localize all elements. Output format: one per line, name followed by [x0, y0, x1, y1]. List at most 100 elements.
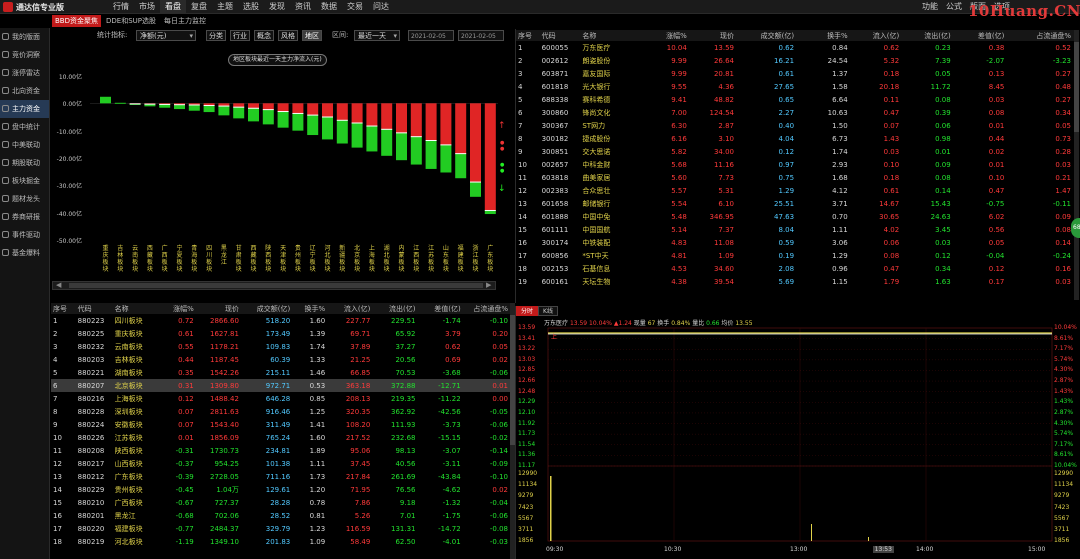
table-row[interactable]: 18 002153 石基信息 4.53 34.60 2.08 0.96 0.47 0.34 0.1… [516, 262, 1074, 275]
region-table-scrollbar[interactable] [510, 303, 515, 559]
menu-item-2[interactable]: 看盘 [160, 0, 186, 14]
column-header[interactable]: 换手% [797, 30, 851, 41]
column-header[interactable]: 差值(亿) [953, 30, 1008, 41]
menu-item-4[interactable]: 主题 [217, 2, 233, 11]
sidebar-item-10[interactable]: 券商研报 [0, 208, 49, 226]
chart-scroll-thumb[interactable] [69, 283, 483, 288]
right-menu-item-3[interactable]: 选项 [994, 2, 1010, 11]
table-row[interactable]: 17 880220 福建板块 -0.77 2484.37 329.79 1.23 116.59… [51, 522, 511, 535]
chart-scrollbar[interactable]: ◀ ▶ [52, 281, 496, 290]
table-row[interactable]: 13 880212 广东板块 -0.39 2728.05 711.16 1.73 217.84… [51, 470, 511, 483]
column-header[interactable]: 现价 [689, 30, 737, 41]
table-row[interactable]: 5 880221 湖南板块 0.35 1542.26 215.11 1.46 66.85 70.… [51, 366, 511, 379]
column-header[interactable]: 换手% [293, 303, 329, 314]
cat-tab-0[interactable]: 分类 [206, 30, 226, 41]
menu-item-9[interactable]: 交易 [347, 2, 363, 11]
column-header[interactable]: 现价 [196, 303, 242, 314]
date-from-input[interactable]: 2021-02-05 [408, 30, 454, 41]
sidebar-item-9[interactable]: 题材龙头 [0, 190, 49, 208]
column-header[interactable]: 序号 [516, 30, 540, 41]
column-header[interactable]: 流出(亿) [373, 303, 419, 314]
stat-select[interactable]: 净额(元) [136, 30, 196, 42]
column-header[interactable]: 流入(亿) [328, 303, 374, 314]
column-header[interactable]: 代码 [539, 30, 581, 41]
column-header[interactable]: 成交额(亿) [737, 30, 798, 41]
menu-item-8[interactable]: 数据 [321, 2, 337, 11]
table-row[interactable]: 6 300860 锋尚文化 7.00 124.54 2.27 10.63 0.47 0.39 0.… [516, 106, 1074, 119]
menu-item-3[interactable]: 复盘 [191, 2, 207, 11]
column-header[interactable]: 流出(亿) [902, 30, 954, 41]
sidebar-item-6[interactable]: 中美联动 [0, 136, 49, 154]
sidebar-item-7[interactable]: 期股联动 [0, 154, 49, 172]
table-row[interactable]: 14 880229 贵州板块 -0.45 1.04万 129.61 1.20 71.95 76.… [51, 483, 511, 496]
table-row[interactable]: 2 002612 朗姿股份 9.99 26.64 16.21 24.54 5.32 7.39 -2… [516, 54, 1074, 67]
period-select[interactable]: 最近一天 [354, 30, 400, 42]
table-row[interactable]: 14 601888 中国中免 5.48 346.95 47.63 0.70 30.65 24.6… [516, 210, 1074, 223]
tab-intraday[interactable]: 分时 [516, 306, 539, 316]
menu-item-5[interactable]: 选股 [243, 2, 259, 11]
table-row[interactable]: 15 880210 广西板块 -0.67 727.37 28.28 0.78 7.86 9.18… [51, 496, 511, 509]
table-row[interactable]: 8 880228 深圳板块 0.07 2811.63 916.46 1.25 320.35 36… [51, 405, 511, 418]
table-row[interactable]: 18 880219 河北板块 -1.19 1349.10 201.83 1.09 58.49 6… [51, 535, 511, 548]
column-header[interactable]: 占流通盘% [1007, 30, 1074, 41]
cat-tab-3[interactable]: 风格 [278, 30, 298, 41]
right-menu-item-1[interactable]: 公式 [946, 2, 962, 11]
column-header[interactable]: 涨幅% [636, 30, 690, 41]
menu-item-7[interactable]: 资讯 [295, 2, 311, 11]
table-row[interactable]: 10 002657 中科金财 5.68 11.16 0.97 2.93 0.10 0.09 0.0… [516, 158, 1074, 171]
menu-item-1[interactable]: 市场 [139, 2, 155, 11]
stock-table-scrollbar[interactable] [1074, 30, 1079, 300]
table-row[interactable]: 5 688338 赛科希德 9.41 48.82 0.65 6.64 0.11 0.08 0.03… [516, 93, 1074, 106]
region-table-scroll-thumb[interactable] [510, 315, 515, 445]
column-header[interactable]: 成交额(亿) [241, 303, 294, 314]
column-header[interactable]: 名称 [112, 303, 160, 314]
table-row[interactable]: 1 880223 四川板块 0.72 2866.60 518.20 1.60 227.77 22… [51, 314, 511, 327]
side-badge[interactable]: 68 [1071, 218, 1080, 238]
table-row[interactable]: 12 002383 合众思壮 5.57 5.31 1.29 4.12 0.61 0.14 0.47… [516, 184, 1074, 197]
table-row[interactable]: 13 601658 邮储银行 5.54 6.10 25.51 3.71 14.67 15.43 -… [516, 197, 1074, 210]
table-row[interactable]: 9 300851 交大思诺 5.82 34.00 0.12 1.74 0.03 0.01 0.02… [516, 145, 1074, 158]
stock-table-scroll-thumb[interactable] [1074, 42, 1079, 132]
table-row[interactable]: 7 300367 ST网力 6.30 2.87 0.40 1.50 0.07 0.06 0.01 0… [516, 119, 1074, 132]
table-row[interactable]: 8 300182 捷成股份 6.16 3.10 4.04 6.73 1.43 0.98 0.44 0… [516, 132, 1074, 145]
sidebar-item-1[interactable]: 竞价洞察 [0, 46, 49, 64]
table-row[interactable]: 4 601818 光大银行 9.55 4.36 27.65 1.58 20.18 11.72 8.… [516, 80, 1074, 93]
menu-item-10[interactable]: 问达 [373, 2, 389, 11]
sub-tab-1[interactable]: DDE和SUP选股 [106, 17, 156, 25]
column-header[interactable]: 序号 [51, 303, 76, 314]
column-header[interactable]: 流入(亿) [850, 30, 903, 41]
column-header[interactable]: 名称 [580, 30, 637, 41]
table-row[interactable]: 12 880217 山西板块 -0.37 954.25 101.38 1.11 37.45 40… [51, 457, 511, 470]
table-row[interactable]: 3 603871 嘉友国际 9.99 20.81 0.61 1.37 0.18 0.05 0.13… [516, 67, 1074, 80]
table-row[interactable]: 10 880226 江苏板块 0.01 1856.09 765.24 1.60 217.52 2… [51, 431, 511, 444]
table-row[interactable]: 16 300174 中铁装配 4.83 11.08 0.59 3.06 0.06 0.03 0.0… [516, 236, 1074, 249]
right-menu-item-2[interactable]: 版面 [970, 2, 986, 11]
column-header[interactable]: 差值(亿) [418, 303, 464, 314]
table-row[interactable]: 15 601111 中国国航 5.14 7.37 8.04 1.11 4.02 3.45 0.56… [516, 223, 1074, 236]
cat-tab-2[interactable]: 概念 [254, 30, 274, 41]
sidebar-item-5[interactable]: 盘中统计 [0, 118, 49, 136]
column-header[interactable]: 占流通盘% [463, 303, 511, 314]
table-row[interactable]: 16 880201 黑龙江 -0.68 702.06 28.52 0.81 5.26 7.01 -… [51, 509, 511, 522]
menu-item-6[interactable]: 发现 [269, 2, 285, 11]
table-row[interactable]: 2 880225 重庆板块 0.61 1627.81 173.49 1.39 69.71 65.… [51, 327, 511, 340]
table-row[interactable]: 4 880203 吉林板块 0.44 1187.45 60.39 1.33 21.25 20.5… [51, 353, 511, 366]
sidebar-item-3[interactable]: 北向资金 [0, 82, 49, 100]
sidebar-item-8[interactable]: 板块掘金 [0, 172, 49, 190]
scroll-right-icon[interactable]: ▶ [486, 281, 492, 289]
sidebar-item-12[interactable]: 基金爆料 [0, 244, 49, 262]
table-row[interactable]: 9 880224 安徽板块 0.07 1543.40 311.49 1.41 108.20 11… [51, 418, 511, 431]
cat-tab-4[interactable]: 地区 [302, 30, 322, 41]
sidebar-item-4[interactable]: 主力资金 [0, 100, 49, 118]
cat-tab-1[interactable]: 行业 [230, 30, 250, 41]
column-header[interactable]: 代码 [75, 303, 113, 314]
table-row[interactable]: 7 880216 上海板块 0.12 1488.42 646.28 0.85 208.13 21… [51, 392, 511, 405]
scroll-left-icon[interactable]: ◀ [56, 281, 62, 289]
table-row[interactable]: 19 600161 天坛生物 4.38 39.54 5.69 1.15 1.79 1.63 0.1… [516, 275, 1074, 288]
sub-tab-2[interactable]: 每日主力监控 [164, 17, 206, 25]
sub-tab-0[interactable]: BBD资金聚焦 [52, 15, 101, 27]
table-row[interactable]: 3 880232 云南板块 0.55 1178.21 109.83 1.74 37.89 37.… [51, 340, 511, 353]
sidebar-item-2[interactable]: 涨停雷达 [0, 64, 49, 82]
table-row[interactable]: 17 600856 *ST中天 4.81 1.09 0.19 1.29 0.08 0.12 -0.… [516, 249, 1074, 262]
date-to-input[interactable]: 2021-02-05 [458, 30, 504, 41]
